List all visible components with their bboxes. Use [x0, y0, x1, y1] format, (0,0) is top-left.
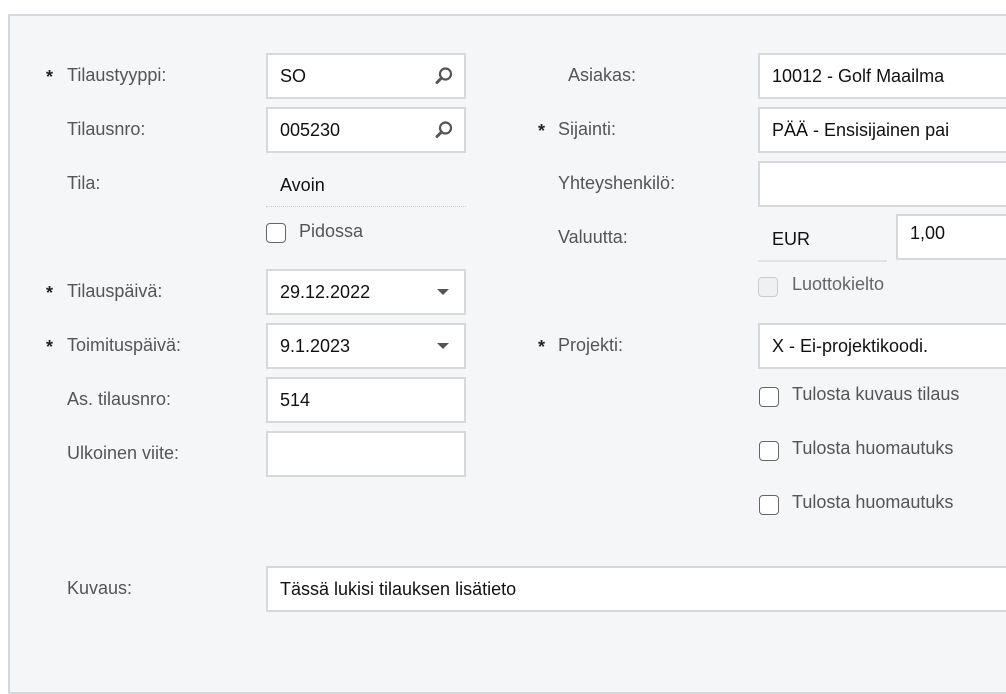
currency-rate-input[interactable]: 1,00	[896, 214, 1006, 260]
customer-value: 10012 - Golf Maailma	[772, 66, 945, 86]
order-date-value: 29.12.2022	[280, 282, 371, 302]
required-marker: *	[46, 337, 54, 357]
customer-input[interactable]: 10012 - Golf Maailma	[758, 53, 1006, 99]
required-marker: *	[46, 283, 54, 303]
hold-checkbox[interactable]	[266, 223, 286, 243]
magnifier-icon[interactable]	[434, 66, 454, 86]
customer-order-value: 514	[280, 390, 311, 410]
project-value: X - Ei-projektikoodi.	[772, 336, 929, 356]
delivery-date-label: Toimituspäivä:	[67, 335, 182, 355]
location-value: PÄÄ - Ensisijainen pai	[772, 120, 950, 140]
description-input[interactable]: Tässä lukisi tilauksen lisätieto	[266, 566, 1006, 612]
hold-label: Pidossa	[299, 221, 364, 241]
description-value: Tässä lukisi tilauksen lisätieto	[280, 579, 517, 599]
project-label: Projekti:	[558, 335, 624, 355]
print-notes-2-label: Tulosta huomautuks	[792, 492, 954, 512]
order-type-label: Tilaustyyppi:	[67, 65, 167, 85]
customer-order-input[interactable]: 514	[266, 377, 466, 423]
print-description-checkbox[interactable]	[759, 387, 779, 407]
currency-rate-value: 1,00	[910, 223, 946, 243]
order-nbr-label: Tilausnro:	[67, 119, 146, 139]
required-marker: *	[538, 337, 546, 357]
contact-label: Yhteyshenkilö:	[558, 173, 676, 193]
customer-label: Asiakas:	[568, 65, 637, 85]
external-ref-input[interactable]	[266, 431, 466, 477]
print-notes-2-checkbox[interactable]	[759, 495, 779, 515]
location-input[interactable]: PÄÄ - Ensisijainen pai	[758, 107, 1006, 153]
divider	[266, 206, 466, 207]
currency-label: Valuutta:	[558, 227, 628, 247]
currency-value[interactable]: EUR	[772, 229, 811, 249]
credit-hold-label: Luottokielto	[792, 274, 885, 294]
contact-input[interactable]	[758, 161, 1006, 207]
caret-down-icon[interactable]	[436, 341, 450, 351]
print-description-label: Tulosta kuvaus tilaus	[792, 384, 960, 404]
credit-hold-checkbox[interactable]	[758, 277, 778, 297]
order-date-label: Tilauspäivä:	[67, 281, 163, 301]
customer-order-label: As. tilausnro:	[67, 389, 172, 409]
order-date-input[interactable]: 29.12.2022	[266, 269, 466, 315]
required-marker: *	[46, 67, 54, 87]
order-type-value: SO	[280, 66, 307, 86]
print-notes-checkbox[interactable]	[759, 441, 779, 461]
status-value: Avoin	[280, 175, 325, 195]
external-ref-label: Ulkoinen viite:	[67, 443, 180, 463]
description-label: Kuvaus:	[67, 578, 133, 598]
location-label: Sijainti:	[558, 119, 617, 139]
required-marker: *	[538, 121, 546, 141]
order-type-input[interactable]: SO	[266, 53, 466, 99]
order-nbr-input[interactable]: 005230	[266, 107, 466, 153]
status-label: Tila:	[67, 173, 101, 193]
magnifier-icon[interactable]	[434, 120, 454, 140]
order-nbr-value: 005230	[280, 120, 341, 140]
delivery-date-input[interactable]: 9.1.2023	[266, 323, 466, 369]
print-notes-label: Tulosta huomautuks	[792, 438, 954, 458]
project-input[interactable]: X - Ei-projektikoodi.	[758, 323, 1006, 369]
currency-underline	[758, 260, 887, 262]
delivery-date-value: 9.1.2023	[280, 336, 351, 356]
caret-down-icon[interactable]	[436, 287, 450, 297]
